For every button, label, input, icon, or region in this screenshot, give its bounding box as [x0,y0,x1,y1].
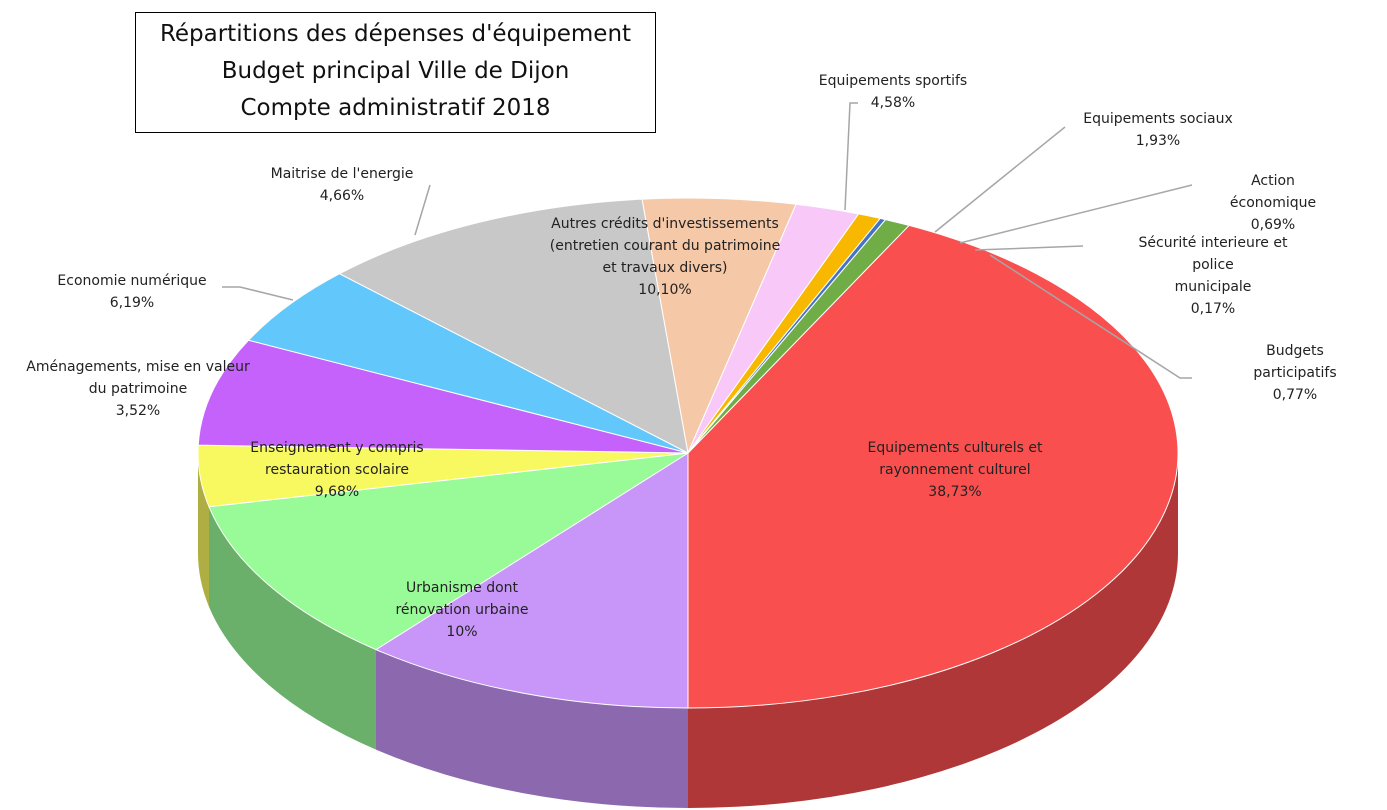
data-label: Action économique 0,69% [1216,170,1330,236]
data-label: Equipements sportifs 4,58% [819,70,967,114]
value-label: 0,17% [1190,301,1236,317]
slice [338,198,689,454]
value-label: 38,73% [928,484,982,500]
slice [197,339,689,454]
category-label: Autres crédits d'investissements (entret… [549,216,781,276]
value-label: 10% [446,624,478,640]
leader-line [414,184,431,236]
data-label: Economie numérique 6,19% [57,270,206,314]
category-label: Enseignement y compris restauration scol… [250,440,424,478]
leader-line [222,286,294,301]
data-label: Enseignement y compris restauration scol… [250,437,423,503]
category-label: Action économique [1229,173,1317,211]
data-label: Urbanisme dont rénovation urbaine 10% [395,577,528,643]
value-label: 6,19% [109,295,155,311]
category-label: Sécurité interieure et police municipale [1138,235,1288,295]
value-label: 3,52% [115,403,161,419]
chart-title: Répartitions des dépenses d'équipement B… [135,12,656,133]
category-label: Aménagements, mise en valeur du patrimoi… [26,359,250,397]
data-label: Equipements sociaux 1,93% [1083,108,1233,152]
leader-line [974,245,1084,251]
value-label: 10,10% [638,282,692,298]
slice-side [688,453,1178,808]
leader-line [844,102,858,211]
value-label: 1,93% [1135,133,1181,149]
leader-line [934,126,1066,233]
slice [687,224,1179,709]
data-label: Maitrise de l'energie 4,66% [271,163,414,207]
slice [687,219,911,454]
value-label: 9,68% [314,484,360,500]
value-label: 4,58% [870,95,916,111]
data-label: Equipements culturels et rayonnement cul… [868,437,1043,503]
data-label: Budgets participatifs 0,77% [1249,340,1341,406]
category-label: Economie numérique [57,273,207,289]
value-label: 4,66% [319,188,365,204]
slice [208,452,689,651]
slice-side [198,453,209,607]
category-label: Maitrise de l'energie [270,166,414,182]
value-label: 0,77% [1272,387,1318,403]
value-label: 0,69% [1250,217,1296,233]
category-label: Equipements culturels et rayonnement cul… [867,440,1043,478]
slice [247,273,689,454]
slice-side [375,649,688,808]
category-label: Equipements sportifs [818,73,968,89]
leader-line [959,184,1193,244]
data-label: Autres crédits d'investissements (entret… [550,213,781,301]
slice [374,452,689,709]
slice-side [208,506,376,750]
slice [641,197,797,455]
data-label: Aménagements, mise en valeur du patrimoi… [26,356,249,422]
category-label: Budgets participatifs [1253,343,1337,381]
category-label: Equipements sociaux [1083,111,1233,127]
leader-line [989,254,1192,379]
data-label: Sécurité interieure et police municipale… [1126,232,1300,320]
category-label: Urbanisme dont rénovation urbaine [395,580,529,618]
